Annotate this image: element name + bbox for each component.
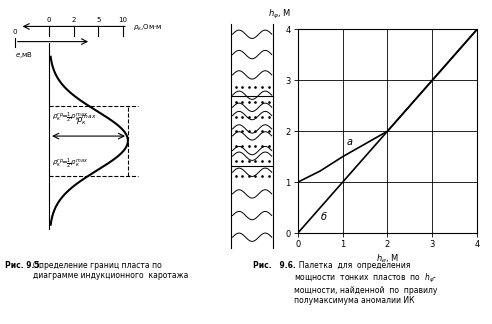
- Text: $e$,мВ: $e$,мВ: [15, 50, 33, 60]
- Text: $\rho_\kappa$,Ом$\cdot$м: $\rho_\kappa$,Ом$\cdot$м: [133, 22, 162, 33]
- Text: $\rho_\kappa^{гр}\!\!=\!\!\frac{1}{2}\rho_\kappa^{max}$: $\rho_\kappa^{гр}\!\!=\!\!\frac{1}{2}\rh…: [52, 110, 88, 125]
- Text: 5: 5: [96, 17, 100, 23]
- Y-axis label: $h_\varphi$, М: $h_\varphi$, М: [268, 8, 291, 21]
- Text: Определение границ пласта по
диаграмме индукционного  каротажа: Определение границ пласта по диаграмме и…: [33, 261, 189, 280]
- Text: Палетка  для  определения
мощности  тонких  пластов  по  $h_\varphi$-
мощности, : Палетка для определения мощности тонких …: [294, 261, 437, 306]
- Text: Рис.   9.6.: Рис. 9.6.: [253, 261, 296, 270]
- Text: Рис. 9.5.: Рис. 9.5.: [5, 261, 42, 270]
- Text: 2: 2: [72, 17, 76, 23]
- X-axis label: $h_\mathit{и}$, М: $h_\mathit{и}$, М: [376, 252, 399, 264]
- Text: $\rho_\kappa^{гр}\!\!=\!\!\frac{1}{2}\rho_\kappa^{max}$: $\rho_\kappa^{гр}\!\!=\!\!\frac{1}{2}\rh…: [52, 157, 88, 171]
- Text: $\rho_\kappa^{max}$: $\rho_\kappa^{max}$: [76, 113, 96, 127]
- Text: а: а: [346, 137, 352, 147]
- Text: 0: 0: [47, 17, 52, 23]
- Text: 10: 10: [119, 17, 127, 23]
- Text: б: б: [321, 212, 327, 222]
- Text: 0: 0: [12, 29, 17, 35]
